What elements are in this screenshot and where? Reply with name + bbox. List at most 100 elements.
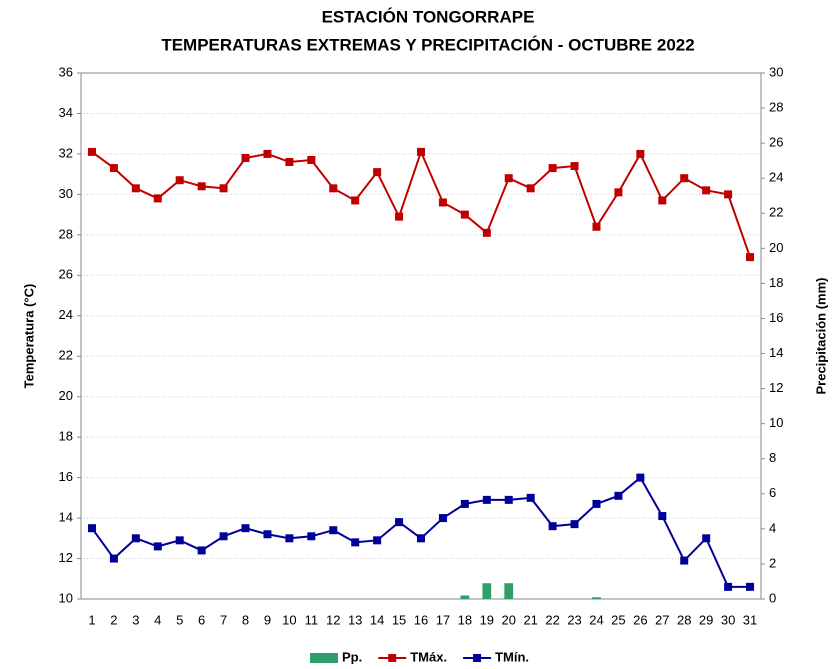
marker bbox=[307, 532, 316, 541]
x-tick-label: 20 bbox=[502, 612, 516, 627]
marker bbox=[109, 164, 118, 173]
y-tick-label: 36 bbox=[59, 64, 73, 79]
x-tick-label: 3 bbox=[132, 612, 139, 627]
y-tick-label: 12 bbox=[59, 550, 73, 565]
marker bbox=[241, 524, 250, 533]
marker bbox=[197, 546, 206, 555]
marker bbox=[482, 228, 491, 237]
x-tick-label: 26 bbox=[633, 612, 647, 627]
marker bbox=[175, 176, 184, 185]
y2-tick-label: 6 bbox=[769, 485, 776, 500]
marker bbox=[351, 538, 360, 547]
marker bbox=[131, 534, 140, 543]
marker bbox=[395, 212, 404, 221]
y2-tick-label: 26 bbox=[769, 135, 783, 150]
marker bbox=[460, 210, 469, 219]
legend-swatch bbox=[473, 654, 482, 662]
marker bbox=[548, 164, 557, 173]
x-tick-label: 18 bbox=[458, 612, 472, 627]
marker bbox=[417, 147, 425, 156]
marker bbox=[197, 182, 206, 191]
y2-tick-label: 30 bbox=[769, 64, 783, 79]
marker bbox=[329, 184, 338, 193]
y2-tick-label: 16 bbox=[769, 310, 783, 325]
marker bbox=[109, 554, 118, 563]
x-tick-label: 5 bbox=[176, 612, 183, 627]
y2-tick-label: 10 bbox=[769, 415, 783, 430]
y-tick-label: 26 bbox=[59, 267, 73, 282]
y-tick-label: 32 bbox=[59, 145, 73, 160]
x-tick-label: 7 bbox=[220, 612, 227, 627]
marker bbox=[87, 524, 96, 533]
marker bbox=[219, 184, 228, 193]
y-tick-label: 24 bbox=[59, 307, 73, 322]
bar bbox=[482, 583, 492, 599]
x-tick-label: 14 bbox=[370, 612, 384, 627]
marker bbox=[263, 530, 272, 539]
marker bbox=[614, 188, 623, 197]
marker bbox=[329, 526, 338, 535]
x-tick-label: 30 bbox=[721, 612, 735, 627]
bar bbox=[460, 595, 470, 599]
marker bbox=[636, 149, 645, 158]
x-tick-label: 8 bbox=[242, 612, 249, 627]
marker bbox=[504, 495, 513, 504]
marker bbox=[592, 499, 601, 508]
x-tick-label: 16 bbox=[414, 612, 428, 627]
marker bbox=[285, 534, 294, 543]
legend-label: Pp. bbox=[342, 649, 362, 664]
marker bbox=[526, 493, 535, 502]
bar bbox=[504, 583, 514, 599]
marker bbox=[746, 253, 755, 262]
legend-label: TMáx. bbox=[410, 649, 447, 664]
x-tick-label: 24 bbox=[589, 612, 603, 627]
y2-tick-label: 2 bbox=[769, 555, 776, 570]
x-tick-label: 1 bbox=[88, 612, 95, 627]
marker bbox=[219, 532, 228, 541]
y2-tick-label: 22 bbox=[769, 205, 783, 220]
marker bbox=[438, 198, 447, 207]
marker bbox=[702, 534, 711, 543]
plot-frame bbox=[80, 72, 762, 600]
x-tick-label: 22 bbox=[545, 612, 559, 627]
x-tick-label: 29 bbox=[699, 612, 713, 627]
marker bbox=[307, 155, 316, 164]
y2-tick-label: 0 bbox=[769, 590, 776, 605]
marker bbox=[614, 491, 623, 500]
x-tick-label: 25 bbox=[611, 612, 625, 627]
x-tick-label: 27 bbox=[655, 612, 669, 627]
x-tick-label: 11 bbox=[305, 612, 319, 627]
marker bbox=[153, 542, 162, 551]
marker bbox=[285, 158, 294, 167]
marker bbox=[680, 556, 689, 565]
marker bbox=[482, 495, 491, 504]
y2-axis-label: Precipitación (mm) bbox=[813, 277, 828, 394]
x-tick-label: 23 bbox=[567, 612, 581, 627]
marker bbox=[658, 512, 667, 521]
y-tick-label: 16 bbox=[59, 469, 73, 484]
marker bbox=[373, 168, 382, 177]
x-tick-label: 4 bbox=[154, 612, 161, 627]
y2-tick-label: 12 bbox=[769, 380, 783, 395]
legend-swatch bbox=[388, 654, 397, 662]
line bbox=[91, 476, 751, 588]
y2-tick-label: 28 bbox=[769, 100, 783, 115]
x-tick-label: 6 bbox=[198, 612, 205, 627]
x-tick-label: 31 bbox=[743, 612, 757, 627]
chart-subtitle: TEMPERATURAS EXTREMAS Y PRECIPITACIÓN - … bbox=[161, 35, 694, 54]
y-tick-label: 22 bbox=[59, 348, 73, 363]
y-tick-label: 20 bbox=[59, 388, 73, 403]
marker bbox=[438, 514, 447, 523]
y-axis-label: Temperatura (°C) bbox=[21, 284, 36, 389]
y-tick-label: 34 bbox=[59, 105, 73, 120]
y2-tick-label: 24 bbox=[769, 170, 783, 185]
x-tick-label: 2 bbox=[110, 612, 117, 627]
y-tick-label: 28 bbox=[59, 226, 73, 241]
x-tick-label: 10 bbox=[282, 612, 296, 627]
x-tick-label: 17 bbox=[436, 612, 450, 627]
bar bbox=[592, 597, 601, 599]
y2-tick-label: 18 bbox=[769, 275, 783, 290]
marker bbox=[746, 582, 755, 591]
marker bbox=[658, 196, 667, 205]
x-tick-label: 9 bbox=[264, 612, 271, 627]
